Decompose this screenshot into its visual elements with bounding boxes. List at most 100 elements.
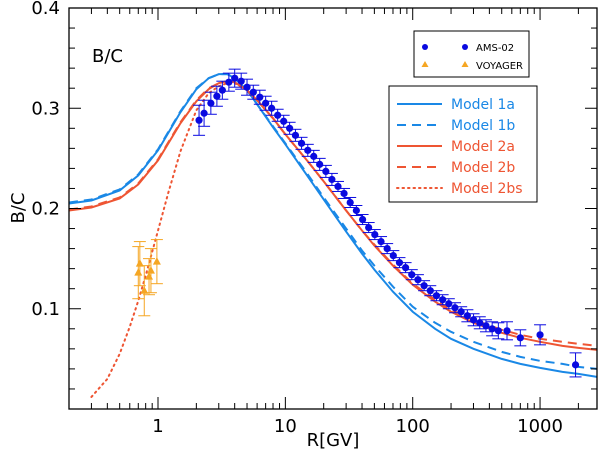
legend-label-model-1b: Model 1b xyxy=(451,118,515,134)
ams-02-marker xyxy=(249,88,257,96)
ams-02-marker xyxy=(482,322,490,330)
ams-02-marker xyxy=(536,331,544,339)
y-axis-title: B/C xyxy=(8,193,29,224)
series-layer xyxy=(69,73,597,398)
ams-02-marker xyxy=(310,152,318,160)
ams-02-marker xyxy=(225,78,233,86)
voyager-point xyxy=(144,248,157,294)
ams-02-marker xyxy=(426,287,434,295)
ams-02-point xyxy=(356,214,369,226)
legend-label-model-1a: Model 1a xyxy=(451,97,515,113)
ams-02-marker xyxy=(291,131,300,139)
ams-02-point xyxy=(430,290,443,302)
x-tick-label: 10 xyxy=(274,416,297,437)
ams-02-marker xyxy=(352,206,360,215)
ams-02-point xyxy=(271,108,284,122)
ams-02-marker xyxy=(340,189,348,198)
ams-02-point xyxy=(486,321,499,337)
ams-02-marker xyxy=(365,223,373,232)
voyager-point xyxy=(150,239,163,285)
ams-02-marker xyxy=(334,182,342,191)
ams-02-marker xyxy=(328,175,336,184)
ams-02-point xyxy=(500,321,513,341)
ams-02-marker xyxy=(476,319,484,327)
ams-02-point xyxy=(411,274,424,286)
ams-02-marker xyxy=(571,361,580,369)
ams-02-point xyxy=(344,196,357,208)
ams-02-marker xyxy=(389,252,397,260)
ams-02-marker xyxy=(346,198,354,207)
ams-02-point xyxy=(222,72,235,92)
ams-02-marker xyxy=(213,92,221,100)
series-line-model-2bs xyxy=(90,82,287,398)
ams-02-marker xyxy=(268,104,276,112)
ams-02-marker xyxy=(262,99,270,107)
legend-marker-voyager-right xyxy=(461,61,469,67)
legend-label-model-2a: Model 2a xyxy=(451,139,515,155)
ams-02-point xyxy=(467,313,480,327)
ams-02-marker xyxy=(469,316,478,324)
ams-02-marker xyxy=(494,327,502,335)
legend-marker-ams-left xyxy=(422,44,428,50)
y-tick-label: 0.1 xyxy=(31,299,60,320)
ams-02-marker xyxy=(316,160,324,168)
ams-02-point xyxy=(424,285,437,297)
ams-02-point xyxy=(569,352,582,378)
x-axis-title: R[GV] xyxy=(307,430,360,451)
ams-02-marker xyxy=(383,245,391,253)
ams-02-marker xyxy=(280,117,288,125)
ams-02-point xyxy=(295,136,308,150)
model-legend: Model 1a Model 1b Model 2a Model 2b Model 2b… xyxy=(388,85,538,203)
legend-marker-ams-right xyxy=(462,44,468,50)
ams-02-marker xyxy=(488,325,496,333)
ams-02-marker xyxy=(358,215,367,224)
ams-02-point xyxy=(534,324,547,346)
ams-02-marker xyxy=(401,264,410,272)
ams-02-point xyxy=(289,128,302,142)
legend-label-model-2bs: Model 2bs xyxy=(451,181,523,197)
x-tick-label: 1 xyxy=(152,416,163,437)
ams-02-point xyxy=(350,204,363,217)
y-tick-label: 0.2 xyxy=(31,199,60,220)
ams-02-marker xyxy=(516,334,524,342)
ams-02-point xyxy=(193,104,206,136)
data-legend-box xyxy=(413,30,530,78)
y-tick-label: 0.4 xyxy=(31,0,60,19)
ams-02-marker xyxy=(237,77,245,85)
voyager-marker xyxy=(146,266,155,274)
ams-02-marker xyxy=(231,74,239,82)
ams-02-marker xyxy=(451,304,459,312)
ams-02-marker xyxy=(274,111,282,119)
ams-02-marker xyxy=(439,296,447,304)
ams-02-marker xyxy=(414,276,422,284)
ams-02-point xyxy=(228,68,241,88)
ams-02-marker xyxy=(420,282,428,290)
ams-02-marker xyxy=(218,86,226,94)
y-tick-label: 0.3 xyxy=(31,98,60,119)
ams-02-point xyxy=(473,316,486,330)
legend-marker-voyager-left xyxy=(421,61,429,67)
series-line-model-1b xyxy=(69,73,597,370)
ams-02-point xyxy=(198,99,211,127)
voyager-marker xyxy=(140,286,149,294)
ams-02-marker xyxy=(408,271,416,279)
voyager-marker xyxy=(152,257,161,265)
x-tick-label: 100 xyxy=(396,416,430,437)
ams-02-marker xyxy=(395,259,404,267)
ams-02-marker xyxy=(200,109,208,117)
x-tick-label: 1000 xyxy=(517,416,563,437)
ams-02-marker xyxy=(445,300,453,308)
ams-02-point xyxy=(204,91,217,115)
ams-02-marker xyxy=(377,237,385,246)
ams-02-point xyxy=(492,322,505,340)
ams-02-point xyxy=(216,80,229,100)
ams-02-point xyxy=(338,187,351,199)
ams-02-marker xyxy=(432,292,441,300)
ams-02-marker xyxy=(243,83,251,91)
model-legend-box xyxy=(388,85,538,203)
ams-02-point xyxy=(277,114,290,128)
ams-02-marker xyxy=(457,308,465,316)
ams-02-marker xyxy=(503,327,511,335)
data-legend: AMS-02 VOYAGER xyxy=(413,30,530,78)
